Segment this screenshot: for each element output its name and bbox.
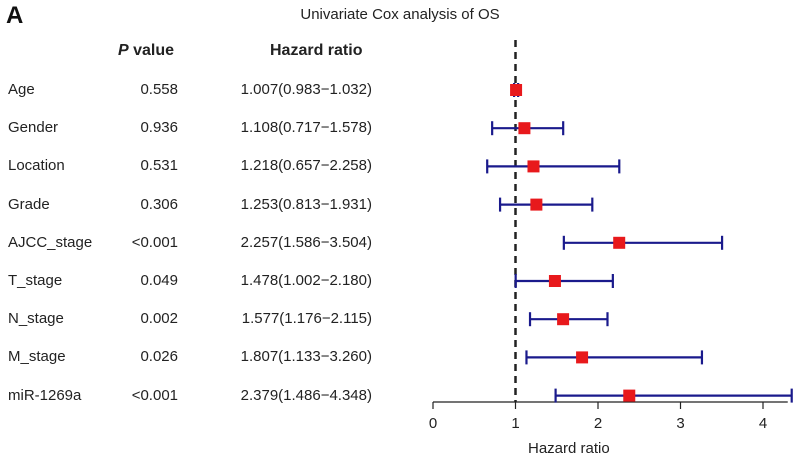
p-value: 0.049 — [140, 272, 178, 289]
hazard-ratio-point — [548, 275, 561, 287]
hazard-ratio-point — [527, 160, 540, 173]
hazard-ratio-ci: 2.257(1.586−3.504) — [240, 233, 372, 251]
variable-label: miR-1269a — [8, 386, 82, 404]
variable-label: AJCC_stage — [8, 233, 93, 251]
variable-label: Gender — [8, 119, 59, 137]
x-tick-label: 3 — [676, 415, 684, 432]
p-value: <0.001 — [131, 233, 178, 251]
hazard-ratio-ci: 2.379(1.486−4.348) — [240, 386, 372, 404]
p-value: 0.026 — [140, 348, 178, 366]
x-tick-label: 2 — [594, 415, 602, 432]
chart-title: Univariate Cox analysis of OS — [300, 6, 500, 23]
variable-label: N_stage — [8, 310, 64, 328]
variable-label: Location — [8, 157, 65, 175]
variable-label: M_stage — [8, 348, 66, 366]
p-value-header-text: value — [133, 42, 175, 59]
p-value: 0.936 — [140, 119, 178, 137]
p-value: 0.306 — [140, 195, 178, 213]
variable-label: T_stage — [8, 272, 63, 289]
hazard-ratio-header: Hazard ratio — [270, 42, 363, 59]
hazard-ratio-ci: 1.218(0.657−2.258) — [240, 157, 372, 175]
hazard-ratio-ci: 1.108(0.717−1.578) — [240, 119, 372, 137]
hazard-ratio-point — [518, 122, 531, 135]
hazard-ratio-ci: 1.253(0.813−1.931) — [240, 195, 372, 213]
x-tick-label: 0 — [429, 415, 437, 432]
p-value: 0.531 — [140, 157, 178, 175]
p-value-header-italic: P — [118, 42, 129, 59]
x-tick-label: 4 — [759, 415, 767, 432]
variable-label: Grade — [8, 195, 50, 213]
p-value-header: P value — [118, 42, 174, 60]
x-axis-label: Hazard ratio — [528, 440, 610, 457]
panel-label: A — [6, 2, 24, 29]
hazard-ratio-point — [557, 313, 570, 326]
hazard-ratio-point — [623, 389, 636, 402]
p-value: <0.001 — [131, 386, 178, 404]
hazard-ratio-point — [530, 198, 543, 211]
x-tick-label: 1 — [511, 415, 519, 432]
hazard-ratio-ci: 1.478(1.002−2.180) — [240, 272, 372, 289]
hazard-ratio-ci: 1.007(0.983−1.032) — [240, 81, 372, 98]
hazard-ratio-point — [510, 84, 523, 96]
variable-label: Age — [8, 81, 35, 98]
p-value: 0.002 — [140, 310, 178, 328]
p-value: 0.558 — [140, 81, 178, 98]
hazard-ratio-ci: 1.807(1.133−3.260) — [240, 348, 372, 366]
hazard-ratio-point — [576, 351, 589, 364]
hazard-ratio-point — [613, 236, 626, 249]
hazard-ratio-ci: 1.577(1.176−2.115) — [241, 310, 372, 328]
